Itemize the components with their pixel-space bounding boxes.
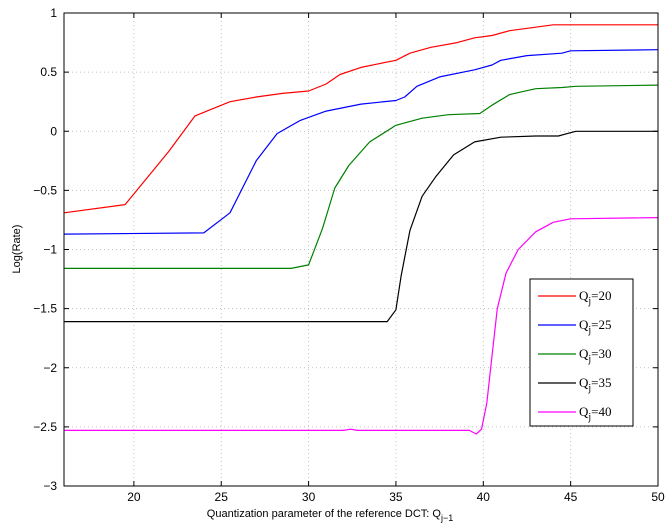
grid bbox=[64, 13, 658, 486]
x-tick-label: 25 bbox=[215, 490, 229, 504]
legend-label-value: =40 bbox=[591, 404, 611, 419]
y-tick-label: −3 bbox=[43, 479, 57, 493]
y-tick-label: −1 bbox=[43, 243, 57, 257]
x-tick-label: 20 bbox=[127, 490, 141, 504]
legend-label-subscript: j bbox=[587, 383, 591, 394]
legend-label-main: Q bbox=[579, 317, 589, 332]
legend-box bbox=[529, 278, 634, 427]
legend-label: Qj=20 bbox=[579, 288, 612, 307]
legend-label-main: Q bbox=[579, 346, 589, 361]
legend-label: Qj=40 bbox=[579, 404, 612, 423]
x-axis-label-subscript: j−1 bbox=[440, 513, 453, 523]
series-line-5 bbox=[64, 217, 659, 435]
series-line-1 bbox=[63, 24, 658, 214]
x-tick-label: 30 bbox=[302, 490, 316, 504]
legend-label-value: =25 bbox=[591, 317, 611, 332]
legend-label-subscript: j bbox=[587, 325, 591, 336]
y-tick-label: 1 bbox=[50, 6, 57, 20]
y-axis-label: Log(Rate) bbox=[11, 225, 23, 274]
legend-label-value: =20 bbox=[591, 288, 611, 303]
legend-label-subscript: j bbox=[587, 354, 591, 365]
legend-label: Qj=35 bbox=[579, 375, 612, 394]
y-tick-label: −2 bbox=[43, 361, 57, 375]
legend-label-value: =30 bbox=[591, 346, 611, 361]
legend-label-main: Q bbox=[579, 375, 589, 390]
x-tick-label: 45 bbox=[564, 490, 578, 504]
legend-label-main: Q bbox=[579, 288, 589, 303]
y-tick-label: −2.5 bbox=[33, 420, 57, 434]
legend-label-value: =35 bbox=[591, 375, 611, 390]
legend-label-main: Q bbox=[579, 404, 589, 419]
legend-label: Qj=25 bbox=[579, 317, 612, 336]
legend-label-subscript: j bbox=[587, 296, 591, 307]
y-tick-label: −0.5 bbox=[33, 183, 57, 197]
y-tick-label: −1.5 bbox=[33, 302, 57, 316]
series-group bbox=[63, 24, 659, 435]
x-axis-label-main: Quantization parameter of the reference … bbox=[207, 508, 442, 520]
axis-tick-labels: 20 25 30 35 40 45 50 1 0.5 0 −0.5 −1 −1.5 −2 −2.5 −3 bbox=[33, 6, 665, 504]
y-tick-label: 0 bbox=[50, 124, 57, 138]
y-tick-label: 0.5 bbox=[40, 65, 57, 79]
legend-label: Qj=30 bbox=[579, 346, 612, 365]
series-line-2 bbox=[63, 49, 659, 235]
x-tick-label: 35 bbox=[389, 490, 403, 504]
x-tick-label: 40 bbox=[477, 490, 491, 504]
series-line-3 bbox=[64, 84, 659, 269]
x-tick-label: 50 bbox=[651, 490, 665, 504]
axis-ticks bbox=[64, 12, 659, 487]
series-line-4 bbox=[64, 130, 658, 323]
x-axis-label: Quantization parameter of the reference … bbox=[207, 508, 453, 523]
legend-label-subscript: j bbox=[587, 412, 591, 423]
